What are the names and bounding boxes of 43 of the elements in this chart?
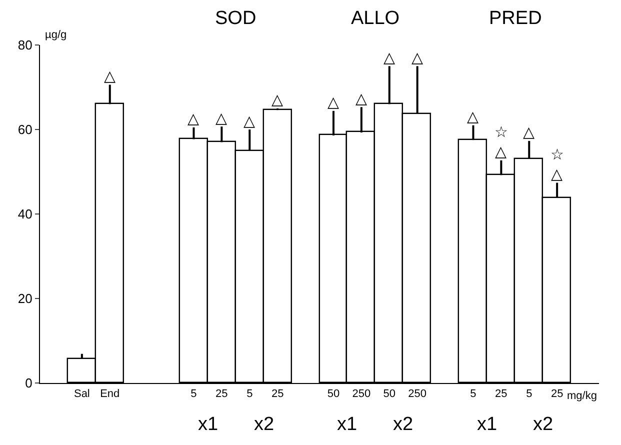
data-label: ☆ △ xyxy=(494,124,508,161)
x-tick-label: 250 xyxy=(352,388,371,400)
text: x2 xyxy=(533,414,554,435)
x-tick-label: 50 xyxy=(327,388,340,400)
text: x2 xyxy=(393,414,414,435)
text: PRED xyxy=(489,8,542,29)
y-tick-label: 40 xyxy=(18,206,32,222)
text: x2 xyxy=(254,414,274,435)
x-tick-label: 25 xyxy=(550,388,564,400)
x-tick-label: 5 xyxy=(246,388,253,400)
y-tick-label: 80 xyxy=(18,38,32,53)
data-label: △ xyxy=(244,112,256,130)
text: x1 xyxy=(198,414,218,435)
text: x1 xyxy=(337,414,358,435)
x-tick-label: Sal xyxy=(74,388,90,400)
data-label: △ xyxy=(467,108,480,126)
data-label: △ xyxy=(327,94,340,112)
x-tick-label: 5 xyxy=(190,388,197,400)
x-tick-label: 250 xyxy=(408,388,427,400)
x-tick-label: 50 xyxy=(383,388,396,400)
data-label: △ xyxy=(272,92,284,109)
y-axis-title: µg/g xyxy=(45,29,67,41)
text: SOD xyxy=(215,8,256,29)
data-label: ☆ △ xyxy=(550,146,564,183)
data-label: △ xyxy=(216,110,228,127)
text: mg/kg xyxy=(567,390,597,402)
x-tick-label: 25 xyxy=(271,388,284,400)
x-tick-label: 5 xyxy=(470,388,476,400)
text: x1 xyxy=(477,414,498,435)
y-tick-label: 60 xyxy=(18,122,32,138)
x-tick-label: 25 xyxy=(216,388,228,400)
text: ALLO xyxy=(351,8,400,29)
data-label: △ xyxy=(411,49,424,66)
data-label: △ xyxy=(188,110,200,128)
data-label: △ xyxy=(383,49,396,66)
x-tick-label: 5 xyxy=(526,388,532,400)
data-label: △ xyxy=(523,124,536,142)
y-tick-label: 0 xyxy=(25,376,32,391)
data-label: △ xyxy=(355,90,368,108)
x-tick-label: End xyxy=(100,388,120,400)
y-tick-label: 20 xyxy=(18,291,32,306)
x-tick-label: 25 xyxy=(495,388,508,400)
data-label: △ xyxy=(104,68,116,85)
